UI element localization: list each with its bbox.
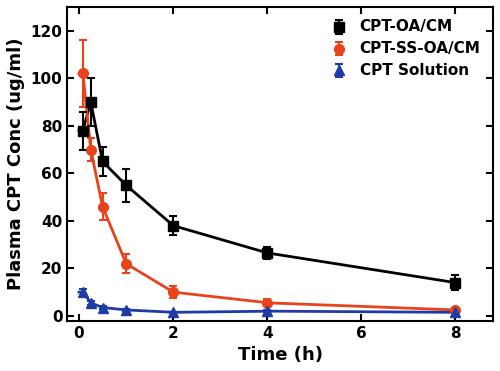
Y-axis label: Plasma CPT Conc (ug/ml): Plasma CPT Conc (ug/ml) <box>7 37 25 290</box>
X-axis label: Time (h): Time (h) <box>238 346 322 364</box>
Legend: CPT-OA/CM, CPT-SS-OA/CM, CPT Solution: CPT-OA/CM, CPT-SS-OA/CM, CPT Solution <box>320 14 486 84</box>
